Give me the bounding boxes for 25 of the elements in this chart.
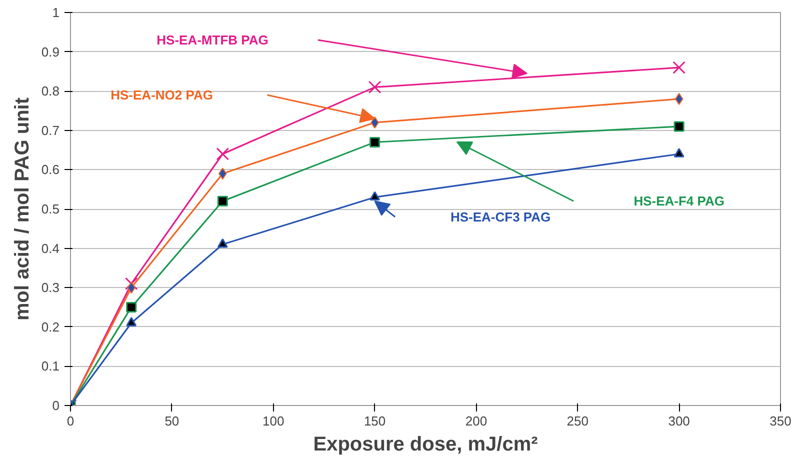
x-tick-label: 250 — [566, 414, 588, 428]
y-tick-label: 0.7 — [41, 122, 60, 138]
y-tick-label: 0.4 — [41, 240, 60, 256]
x-tick-label: 300 — [668, 414, 690, 428]
y-tick-label: 0.1 — [41, 358, 60, 374]
x-tick-label: 200 — [465, 414, 488, 428]
y-tick-label: 0.9 — [41, 44, 60, 60]
series-label: HS-EA-CF3 PAG — [450, 209, 551, 224]
x-tick-label: 100 — [262, 414, 284, 428]
text: HS-EA-NO2 PAG — [110, 88, 213, 103]
y-tick-label: 0.2 — [41, 319, 60, 334]
y-tick-label: 0.5 — [41, 202, 60, 216]
x-axis-title: Exposure dose, mJ/cm² — [313, 434, 538, 456]
y-tick-label: 0.6 — [41, 162, 60, 178]
x-tick-label: 0 — [66, 414, 74, 428]
text: HS-EA-MTFB PAG — [156, 32, 268, 48]
text: HS-EA-F4 PAG — [634, 194, 724, 209]
x-tick-label: 150 — [364, 414, 386, 428]
y-tick-label: 0.3 — [41, 280, 60, 296]
x-tick-label: 350 — [770, 414, 792, 428]
y-tick-label: 1 — [52, 5, 60, 20]
x-tick-label: 50 — [164, 414, 180, 428]
y-tick-label: 0 — [52, 398, 60, 413]
y-tick-label: 0.8 — [41, 84, 60, 99]
y-axis-title: mol acid / mol PAG unit — [11, 97, 34, 320]
